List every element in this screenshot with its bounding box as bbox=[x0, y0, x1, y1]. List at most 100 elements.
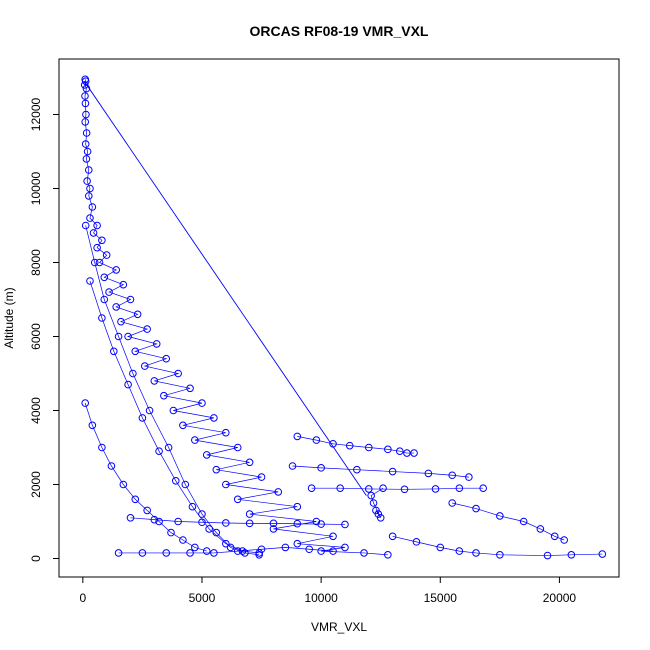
data-point bbox=[329, 532, 337, 541]
data-point bbox=[455, 547, 464, 555]
data-point bbox=[124, 332, 132, 341]
data-point bbox=[274, 488, 283, 496]
data-point bbox=[133, 310, 142, 319]
data-point bbox=[143, 506, 151, 515]
data-point bbox=[412, 538, 421, 546]
data-point bbox=[312, 436, 321, 444]
data-point bbox=[233, 495, 242, 504]
data-point bbox=[81, 92, 89, 100]
data-point bbox=[191, 436, 199, 444]
data-point bbox=[105, 288, 113, 296]
data-point bbox=[152, 340, 161, 348]
data-point bbox=[424, 469, 433, 478]
data-point bbox=[293, 519, 302, 528]
data-point bbox=[455, 484, 464, 493]
y-axis-label: Altitude (m) bbox=[2, 287, 16, 348]
data-point bbox=[164, 443, 173, 452]
data-point bbox=[245, 519, 254, 528]
data-point bbox=[143, 325, 151, 333]
x-tick-label: 15000 bbox=[424, 591, 458, 605]
data-point bbox=[188, 502, 197, 511]
data-point bbox=[81, 140, 90, 148]
y-tick-label: 8000 bbox=[29, 249, 43, 276]
data-point bbox=[288, 462, 297, 470]
data-point bbox=[155, 447, 163, 456]
data-point bbox=[138, 549, 147, 557]
connector-line bbox=[84, 81, 367, 496]
data-point bbox=[345, 441, 354, 450]
series-line bbox=[84, 79, 388, 556]
data-point bbox=[519, 517, 528, 526]
data-point bbox=[353, 465, 361, 474]
data-point bbox=[550, 532, 559, 541]
data-point bbox=[167, 528, 175, 537]
data-point bbox=[329, 547, 337, 555]
data-point bbox=[102, 251, 111, 259]
data-point bbox=[86, 184, 94, 193]
series-line bbox=[85, 225, 260, 556]
data-point bbox=[269, 519, 278, 528]
data-point bbox=[202, 547, 211, 555]
data-point bbox=[379, 484, 387, 493]
data-point bbox=[117, 317, 125, 326]
data-point bbox=[479, 484, 487, 493]
y-tick-label: 12000 bbox=[29, 97, 43, 131]
data-point bbox=[81, 221, 90, 230]
data-point bbox=[107, 462, 116, 470]
data-point bbox=[293, 432, 302, 441]
data-point bbox=[245, 510, 254, 518]
series-line bbox=[89, 280, 260, 554]
data-point bbox=[98, 443, 106, 452]
data-point bbox=[376, 514, 385, 522]
data-point bbox=[233, 547, 242, 555]
data-point bbox=[179, 421, 187, 430]
plot-frame bbox=[58, 58, 620, 578]
data-point bbox=[82, 129, 91, 137]
data-point bbox=[186, 384, 194, 393]
data-point bbox=[372, 506, 380, 515]
data-point bbox=[186, 549, 194, 557]
data-point bbox=[317, 547, 325, 555]
data-point bbox=[160, 391, 168, 400]
data-point bbox=[305, 545, 314, 554]
data-point bbox=[145, 406, 154, 415]
data-point bbox=[131, 495, 140, 504]
data-point bbox=[150, 377, 159, 385]
series-line bbox=[311, 487, 484, 490]
data-point bbox=[124, 380, 132, 389]
data-point bbox=[100, 273, 109, 282]
data-point bbox=[174, 369, 182, 378]
data-point bbox=[82, 110, 90, 119]
y-tick-label: 2000 bbox=[29, 471, 43, 498]
data-point bbox=[388, 467, 397, 476]
data-point bbox=[110, 347, 118, 356]
x-tick-label: 5000 bbox=[189, 591, 216, 605]
series-line bbox=[292, 465, 469, 478]
data-point bbox=[119, 480, 128, 489]
data-point bbox=[138, 414, 147, 422]
data-point bbox=[431, 485, 440, 493]
series-line bbox=[392, 535, 603, 556]
data-point bbox=[400, 485, 409, 494]
data-point bbox=[317, 520, 325, 528]
data-point bbox=[112, 303, 120, 311]
series-line bbox=[118, 547, 334, 554]
data-point bbox=[88, 203, 97, 211]
data-point bbox=[129, 369, 137, 378]
data-point bbox=[114, 332, 123, 341]
data-point bbox=[198, 399, 206, 407]
data-point bbox=[465, 473, 473, 481]
data-point bbox=[181, 480, 190, 489]
data-point bbox=[119, 280, 128, 289]
data-point bbox=[81, 99, 90, 108]
y-tick-label: 0 bbox=[29, 555, 43, 562]
data-point bbox=[384, 445, 392, 454]
y-axis: 0 2000 4000 6000 8000 10000 12000 bbox=[29, 97, 59, 562]
data-point bbox=[448, 499, 456, 507]
data-point bbox=[341, 543, 349, 552]
data-point bbox=[448, 471, 456, 480]
data-point bbox=[100, 295, 109, 304]
data-point bbox=[88, 421, 97, 430]
data-point bbox=[84, 166, 93, 174]
